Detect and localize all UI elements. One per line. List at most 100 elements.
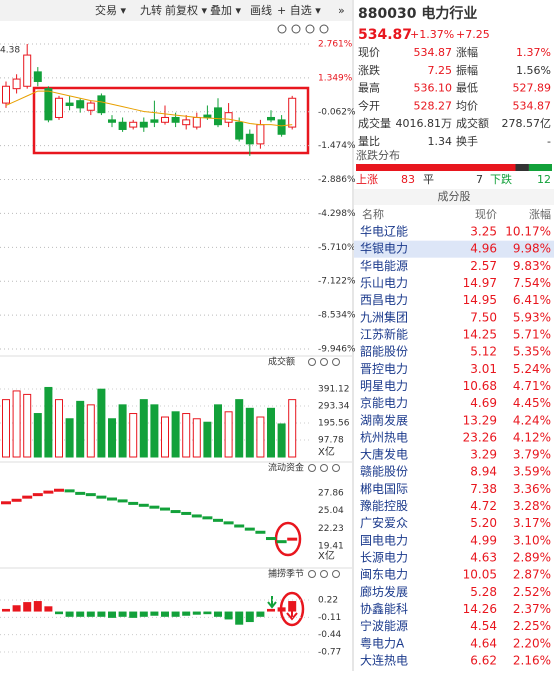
volume-bar: [192, 418, 201, 458]
quote-label: 涨幅: [456, 46, 478, 59]
stock-change: 10.17%: [505, 225, 551, 239]
quote-label: 量比: [358, 135, 380, 148]
y-tick-label: 391.12: [318, 385, 350, 395]
stock-name[interactable]: 西昌电力: [360, 293, 408, 307]
stock-change: 5.24%: [513, 362, 551, 376]
flow-bar: [276, 540, 287, 544]
cycle-bar: [267, 608, 275, 612]
y-tick-label: 25.04: [318, 506, 344, 516]
candle-body: [76, 100, 85, 109]
stock-change: 9.98%: [513, 242, 551, 256]
quote-value: -: [547, 135, 551, 148]
top-label: 4.38: [0, 46, 20, 56]
toolbar-item[interactable]: 画线: [250, 3, 272, 17]
candle-body: [214, 107, 222, 126]
stock-name[interactable]: 杭州热电: [360, 429, 408, 444]
y-tick-label: -7.122%: [318, 277, 356, 287]
stock-name[interactable]: 廊坊发展: [360, 584, 408, 599]
stock-change: 5.93%: [513, 310, 551, 324]
y-tick-label: -4.298%: [318, 209, 356, 219]
stock-name[interactable]: 赣能股份: [360, 465, 408, 479]
toolbar-item[interactable]: »: [338, 4, 345, 17]
stock-price: 7.50: [470, 310, 497, 324]
stock-name[interactable]: 闽东电力: [360, 568, 408, 582]
stock-name[interactable]: 华电能源: [360, 259, 408, 273]
candle-body: [150, 119, 159, 123]
change: +7.25: [456, 28, 490, 41]
volume-bar: [23, 393, 32, 458]
y-tick-label: 19.41: [318, 542, 344, 552]
volume-bar: [256, 416, 265, 458]
stock-name[interactable]: 粤电力A: [360, 635, 405, 650]
stock-name[interactable]: 华银电力: [360, 242, 408, 256]
stock-change: 3.36%: [513, 482, 551, 496]
stock-price: 5.20: [470, 516, 497, 530]
y-tick-label: -9.946%: [318, 345, 356, 355]
volume-bar: [288, 399, 297, 458]
stock-name[interactable]: 国电电力: [360, 533, 408, 547]
stock-name[interactable]: 广安爱众: [360, 515, 408, 530]
panel-icon: [320, 358, 328, 366]
quote-value: 534.87: [513, 99, 552, 112]
unit-label: X亿: [318, 445, 335, 458]
flow-bar: [22, 495, 33, 499]
quote-value: 7.25: [428, 64, 453, 77]
toolbar-item[interactable]: 前复权 ▾: [165, 3, 207, 17]
stock-name[interactable]: 京能电力: [360, 396, 408, 410]
toolbar-item[interactable]: 交易 ▾: [95, 3, 126, 17]
quote-value: 528.27: [414, 99, 453, 112]
cycle-bar: [55, 611, 63, 615]
cycle-bar: [97, 611, 106, 617]
stock-change: 9.83%: [513, 259, 551, 273]
stock-change: 3.79%: [513, 448, 551, 462]
stock-name[interactable]: 豫能控股: [360, 499, 408, 513]
panel-title: 成交额: [268, 356, 295, 368]
stock-name[interactable]: 湖南发展: [360, 412, 408, 427]
candle-body: [139, 121, 148, 128]
stock-name[interactable]: 晋控电力: [360, 362, 408, 376]
stock-name[interactable]: 华电辽能: [360, 225, 408, 239]
flow-bar: [223, 521, 234, 525]
flow-bar: [96, 495, 107, 499]
stock-change: 3.17%: [513, 516, 551, 530]
cycle-bar: [235, 611, 244, 625]
stock-price: 13.29: [463, 413, 497, 427]
cycle-bar: [245, 611, 254, 623]
candle-body: [55, 97, 63, 118]
flow-bar: [117, 499, 128, 503]
stock-name[interactable]: 郴电国际: [360, 482, 408, 496]
cycle-bar: [12, 605, 21, 612]
candle-body: [277, 119, 286, 135]
stock-change: 5.35%: [513, 345, 551, 359]
row-highlight: [354, 240, 554, 258]
toolbar-item[interactable]: + 自选 ▾: [277, 4, 321, 17]
stock-name[interactable]: 韶能股份: [360, 344, 408, 359]
cycle-bar: [224, 611, 233, 620]
stock-name[interactable]: 明星电力: [360, 379, 408, 393]
quote-label: 最低: [456, 82, 478, 95]
volume-bar: [224, 411, 233, 458]
stock-name[interactable]: 大唐发电: [360, 447, 408, 462]
cycle-bar: [118, 611, 127, 617]
stock-name[interactable]: 协鑫能科: [360, 601, 408, 616]
quote-value: 534.87: [414, 46, 453, 59]
stock-name[interactable]: 宁波能源: [360, 618, 408, 633]
volume-bar: [33, 413, 42, 458]
stock-name[interactable]: 长源电力: [360, 551, 408, 565]
stock-name[interactable]: 江苏新能: [360, 326, 408, 341]
dist-down: [528, 164, 552, 171]
quote-label: 振幅: [456, 63, 478, 77]
volume-bar: [2, 399, 10, 458]
toolbar-item[interactable]: 叠加 ▾: [210, 4, 241, 17]
quote-value: 1.34: [428, 135, 453, 148]
stock-name[interactable]: 大连热电: [360, 653, 408, 668]
toolbar-item[interactable]: 九转: [140, 3, 162, 17]
stock-change: 2.20%: [513, 636, 551, 650]
stock-change: 3.59%: [513, 465, 551, 479]
volume-bar: [203, 421, 212, 458]
stock-name[interactable]: 乐山电力: [360, 276, 408, 290]
stock-price: 14.97: [463, 276, 497, 290]
volume-bar: [86, 404, 95, 458]
stock-change: 4.24%: [513, 413, 551, 427]
stock-name[interactable]: 九洲集团: [360, 309, 408, 324]
